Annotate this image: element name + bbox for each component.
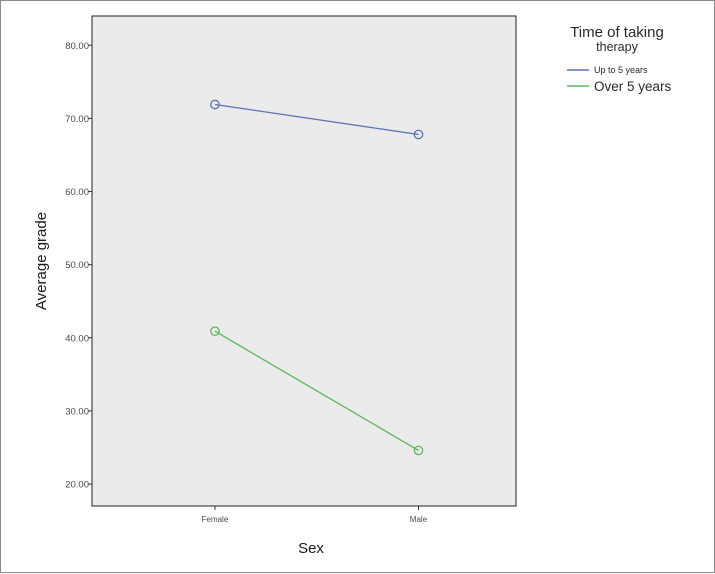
y-tick-label: 20.00: [65, 480, 89, 491]
legend-title: Time of taking: [570, 24, 664, 41]
x-axis-title: Sex: [298, 540, 324, 557]
y-tick-label: 30.00: [65, 406, 89, 417]
y-tick-label: 70.00: [65, 114, 89, 125]
data-point: [413, 129, 424, 140]
series-line: [214, 103, 419, 136]
series-layer: [210, 99, 424, 456]
legend-subtitle: therapy: [596, 40, 638, 54]
y-axis-title: Average grade: [33, 212, 50, 310]
y-tick-label: 50.00: [65, 260, 89, 271]
data-point: [210, 326, 220, 337]
legend-label: Over 5 years: [594, 79, 672, 94]
legend: Time of taking therapy Up to 5 years Over…: [567, 24, 672, 94]
data-point: [210, 99, 220, 110]
x-axis: Female Male: [202, 506, 428, 524]
plot-area: [91, 15, 517, 507]
y-axis: 20.00 30.00 40.00 50.00 60.00 70.00 80.00: [65, 41, 92, 491]
series-line: [214, 330, 419, 451]
x-tick-label: Female: [202, 515, 229, 524]
x-tick-label: Male: [410, 515, 428, 524]
data-point: [413, 445, 424, 456]
y-tick-label: 40.00: [65, 333, 89, 344]
y-tick-label: 60.00: [65, 187, 89, 198]
y-tick-label: 80.00: [65, 41, 89, 52]
legend-label: Up to 5 years: [594, 65, 648, 75]
